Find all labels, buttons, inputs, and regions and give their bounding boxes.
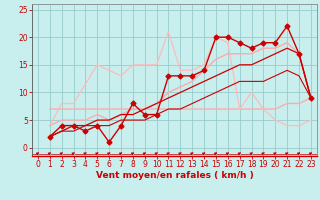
X-axis label: Vent moyen/en rafales ( km/h ): Vent moyen/en rafales ( km/h ) [96, 171, 253, 180]
